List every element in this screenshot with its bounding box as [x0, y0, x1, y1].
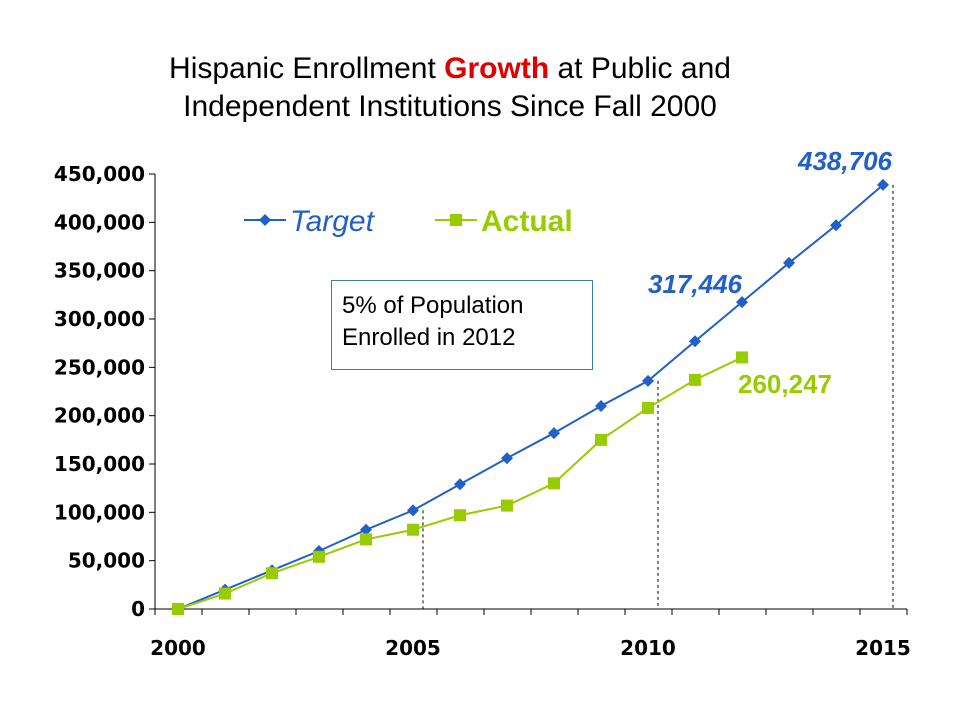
y-tick-label: 250,000 — [54, 355, 145, 379]
y-tick-label: 100,000 — [54, 500, 145, 524]
target-point — [548, 427, 560, 440]
target-point — [877, 178, 889, 191]
x-tick-label: 2015 — [855, 636, 911, 660]
target-point — [736, 296, 748, 309]
legend-target-marker — [259, 214, 271, 226]
x-tick-label: 2000 — [150, 636, 206, 660]
y-tick-label: 0 — [131, 597, 145, 621]
y-tick-label: 350,000 — [54, 259, 145, 283]
target-point — [689, 335, 701, 348]
legend-actual-marker — [450, 214, 462, 226]
actual-point — [642, 401, 654, 414]
y-tick-label: 150,000 — [54, 452, 145, 476]
y-tick-label: 200,000 — [54, 404, 145, 428]
y-tick-label: 450,000 — [54, 162, 145, 186]
target-point — [595, 400, 607, 412]
actual-point — [360, 533, 372, 546]
title-part1: Hispanic Enrollment — [169, 52, 445, 85]
actual-point — [454, 509, 466, 522]
target-point — [783, 256, 795, 269]
y-tick-label: 300,000 — [54, 307, 145, 331]
target-point — [830, 219, 842, 232]
actual-point — [548, 477, 560, 490]
y-tick-label: 400,000 — [54, 210, 145, 234]
data-label: 317,446 — [648, 269, 743, 299]
note-box: 5% of Population Enrolled in 2012 — [331, 280, 593, 370]
target-point — [407, 504, 419, 517]
actual-point — [172, 603, 184, 615]
actual-point — [407, 523, 419, 536]
title-part2: at Public and — [549, 52, 731, 85]
x-tick-label: 2005 — [385, 636, 441, 660]
target-point — [501, 452, 513, 465]
target-point — [454, 478, 466, 491]
data-label: 438,706 — [797, 146, 893, 176]
actual-point — [219, 587, 231, 600]
data-label: 260,247 — [738, 369, 832, 399]
actual-point — [313, 550, 325, 563]
legend-target-label: Target — [290, 205, 376, 238]
actual-point — [266, 567, 278, 580]
note-line1: 5% of Population — [342, 292, 524, 319]
actual-point — [501, 499, 513, 512]
y-tick-label: 50,000 — [68, 549, 145, 573]
note-line2: Enrolled in 2012 — [342, 324, 516, 351]
series-line-target — [177, 184, 884, 610]
actual-point — [689, 373, 701, 386]
title-highlight: Growth — [444, 52, 550, 85]
legend-actual-label: Actual — [481, 205, 573, 238]
title-line2: Independent Institutions Since Fall 2000 — [183, 90, 717, 123]
target-point — [642, 374, 654, 387]
chart-title: Hispanic Enrollment Growth at Public and… — [60, 50, 840, 126]
actual-point — [595, 433, 607, 446]
actual-point — [736, 351, 748, 364]
target-point — [360, 523, 372, 536]
x-tick-label: 2010 — [620, 636, 676, 660]
